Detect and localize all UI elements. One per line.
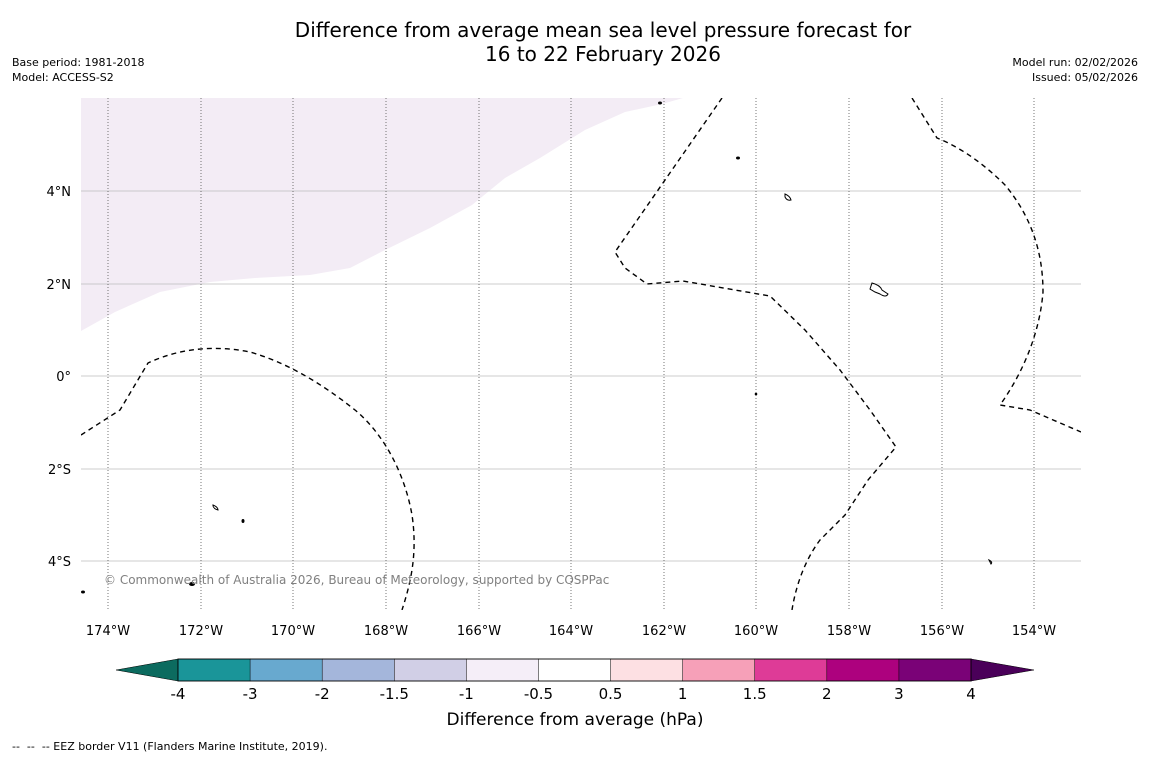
colorbar-tick-label: 0.5 [599,685,623,703]
colorbar-tick-labels: -4 -3 -2 -1.5 -1 -0.5 0.5 1 1.5 2 3 4 [171,685,976,703]
colorbar-segment [682,658,756,682]
chart-title: Difference from average mean sea level p… [200,18,1006,66]
lon-label: 172°W [179,624,223,639]
run-info: Model run: 02/02/2026 Issued: 05/02/2026 [1012,55,1138,85]
colorbar-tick-label: 3 [894,685,904,703]
island [784,193,792,201]
colorbar-tick-label: 1 [678,685,688,703]
lon-label: 168°W [364,624,408,639]
colorbar-segment [466,658,540,682]
eez-legend-note: -- -- -- EEZ border V11 (Flanders Marine… [12,740,328,753]
lon-label: 166°W [457,624,501,639]
eez-border-west [81,347,415,610]
lon-label: 174°W [86,624,130,639]
colorbar-segment [394,658,468,682]
title-line-1: Difference from average mean sea level p… [294,18,912,42]
lon-label: 170°W [271,624,315,639]
island [189,582,195,586]
colorbar-segment [826,658,900,682]
colorbar-extend-low [115,658,179,682]
lon-label: 158°W [827,624,871,639]
lat-label: 4°S [48,555,71,570]
lat-label: 2°N [47,278,72,293]
colorbar-segments [177,658,972,682]
colorbar-tick-label: -0.5 [524,685,553,703]
island [736,156,740,160]
colorbar-segment [538,658,612,682]
island [212,504,219,511]
lat-label: 4°N [47,185,72,200]
colorbar-segment [177,658,251,682]
lon-label: 162°W [642,624,686,639]
colorbar-segment [610,658,684,682]
lon-label: 154°W [1012,624,1056,639]
colorbar-segment [249,658,323,682]
base-period: Base period: 1981-2018 [12,56,145,69]
island [658,101,662,105]
island [81,590,85,594]
island [241,519,245,523]
colorbar-segment [321,658,396,682]
lat-label: 2°S [48,463,71,478]
lat-label: 0° [56,370,71,385]
colorbar-tick-label: 1.5 [743,685,767,703]
latitude-labels: 4°N 2°N 0° 2°S 4°S [47,185,72,570]
colorbar-extend-high [970,658,1035,682]
colorbar-segment [898,658,972,682]
eez-borders [81,98,1081,610]
shaded-region-positive [81,98,683,331]
colorbar-title: Difference from average (hPa) [447,710,704,730]
colorbar-tick-label: -2 [315,685,330,703]
eez-border-central [614,98,897,610]
map-panel: © Commonwealth of Australia 2026, Bureau… [81,98,1081,610]
eez-border-east [911,98,1081,433]
issued-date: Issued: 05/02/2026 [1031,71,1138,84]
island [987,558,993,565]
colorbar-tick-label: 2 [822,685,832,703]
colorbar-tick-label: -1 [459,685,474,703]
title-line-2: 16 to 22 February 2026 [485,42,721,66]
colorbar-outline [177,658,972,682]
lon-label: 164°W [549,624,593,639]
island [754,392,758,396]
colorbar-tick-label: -4 [171,685,186,703]
colorbar-tick-label: -3 [243,685,258,703]
longitude-labels: 174°W 172°W 170°W 168°W 166°W 164°W 162°… [86,624,1056,639]
model-name: Model: ACCESS-S2 [12,71,114,84]
islands [81,101,993,594]
lon-label: 160°W [734,624,778,639]
colorbar-segment [754,658,828,682]
colorbar-tick-label: 4 [966,685,976,703]
colorbar-tick-label: -1.5 [380,685,409,703]
lon-label: 156°W [920,624,964,639]
model-run: Model run: 02/02/2026 [1012,56,1138,69]
model-info: Base period: 1981-2018 Model: ACCESS-S2 [12,55,144,85]
island [869,282,889,297]
latitude-gridlines [81,190,1081,562]
longitude-gridlines [107,98,1035,610]
copyright-notice: © Commonwealth of Australia 2026, Bureau… [104,573,609,587]
colorbar: -4 -3 -2 -1.5 -1 -0.5 0.5 1 1.5 2 3 4 Difference fr… [115,658,1035,730]
